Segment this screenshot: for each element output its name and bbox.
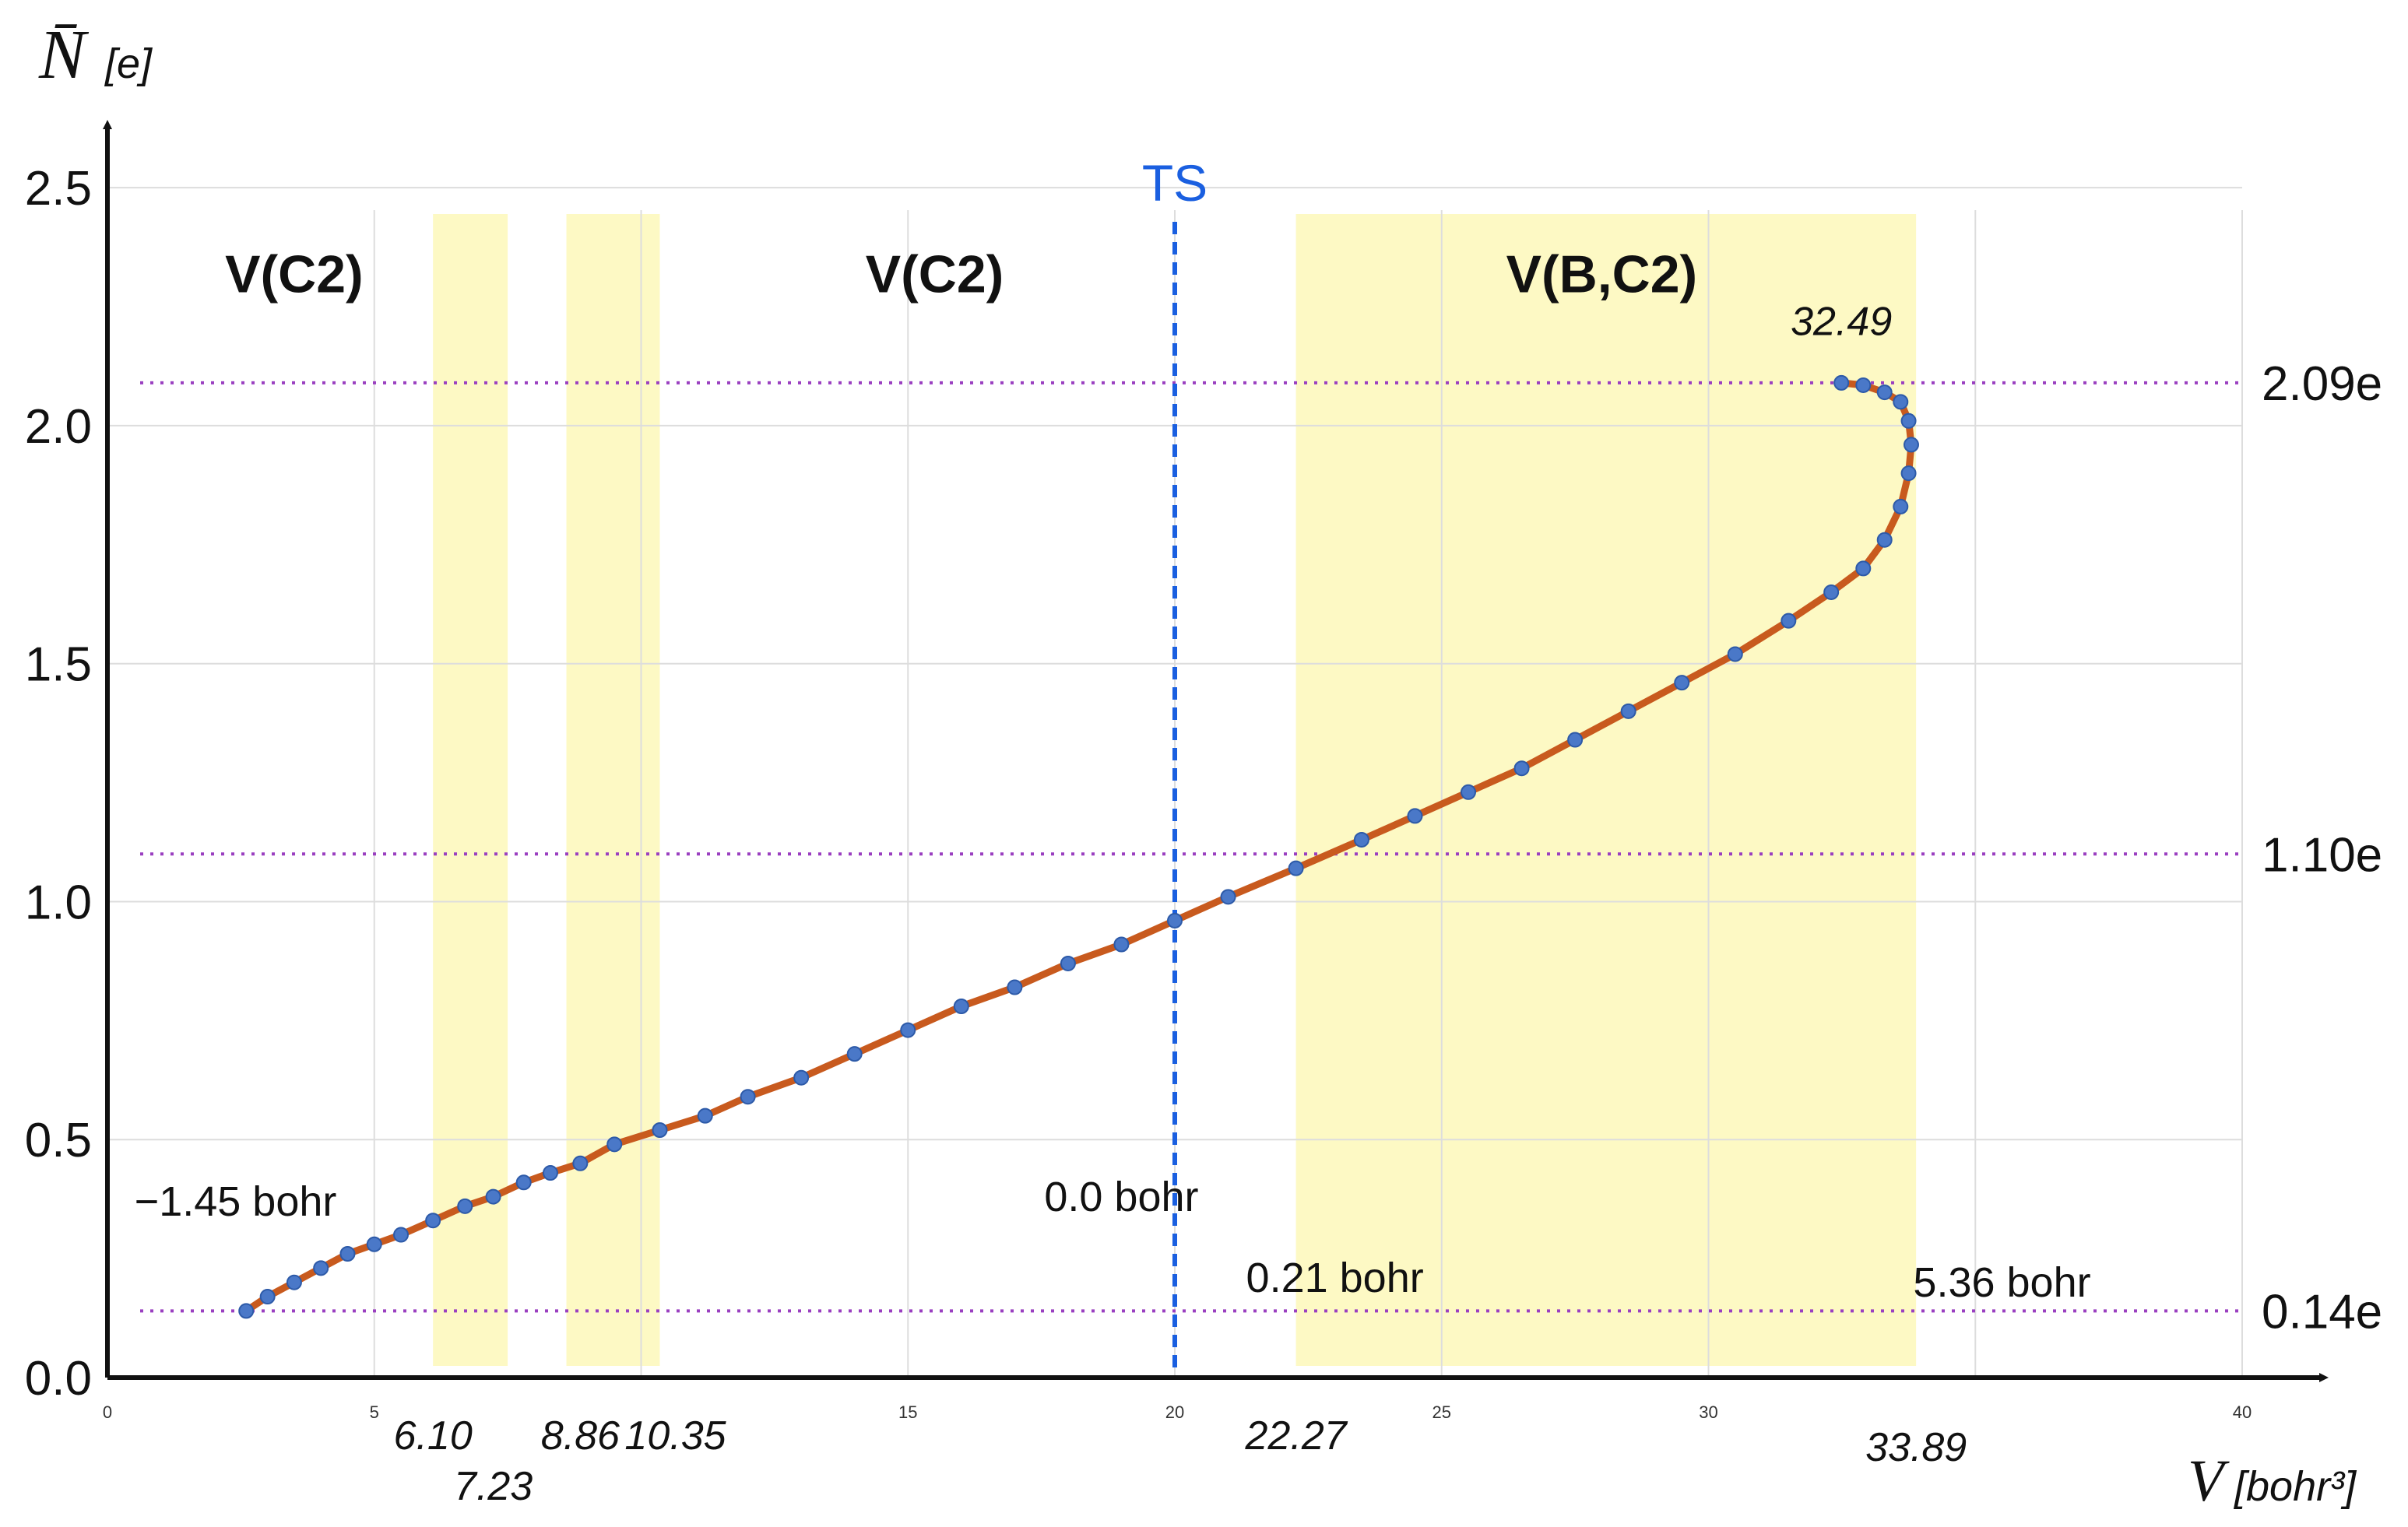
- data-point-16: [740, 1089, 756, 1105]
- data-point-26: [1288, 860, 1304, 876]
- y-tick-label-5: 2.5: [25, 162, 92, 216]
- data-point-44: [1876, 384, 1893, 401]
- y-tick-label-0: 0.0: [25, 1352, 92, 1406]
- x-annotation-0: 6.10: [394, 1413, 473, 1459]
- axes: [103, 120, 2329, 1382]
- data-point-5: [366, 1236, 382, 1252]
- x-tick-label-6: 40: [2233, 1402, 2252, 1422]
- data-point-9: [485, 1188, 501, 1205]
- x-tick-label-1: 5: [370, 1402, 379, 1422]
- level-label-0: 2.09e: [2262, 357, 2382, 411]
- data-point-39: [1893, 498, 1909, 514]
- region-label-1: V(C2): [866, 245, 1004, 304]
- data-point-33: [1674, 675, 1690, 691]
- x-tick-label-4: 25: [1432, 1402, 1451, 1422]
- data-point-30: [1513, 760, 1530, 777]
- shaded-bands: [433, 214, 1917, 1366]
- data-point-12: [572, 1155, 589, 1171]
- ts-label: TS: [1142, 154, 1208, 212]
- data-point-6: [393, 1227, 410, 1243]
- data-point-43: [1893, 394, 1909, 410]
- shaded-band-1: [566, 214, 660, 1366]
- data-point-37: [1855, 560, 1872, 577]
- data-point-36: [1823, 584, 1840, 600]
- level-lines: [140, 381, 2242, 1313]
- y-axis-label: N̄: [38, 16, 90, 93]
- data-point-17: [793, 1069, 810, 1086]
- data-point-13: [606, 1136, 623, 1153]
- data-point-38: [1876, 532, 1893, 548]
- data-point-11: [542, 1165, 558, 1181]
- data-point-14: [652, 1122, 668, 1138]
- labels: 2.09e 1.10e 0.14e 0.0 0.5 1.0 1.5 2.0 2.5 0 5 15 20 2…: [25, 16, 2382, 1514]
- x-annotation-5: 33.89: [1865, 1425, 1967, 1470]
- data-point-3: [313, 1260, 329, 1276]
- point-label-3: 0.21 bohr: [1246, 1255, 1424, 1301]
- data-point-29: [1461, 784, 1477, 800]
- data-point-18: [846, 1046, 863, 1062]
- data-point-40: [1900, 465, 1917, 482]
- y-tick-label-1: 0.5: [25, 1114, 92, 1167]
- data-point-19: [900, 1022, 916, 1038]
- x-annotation-2: 8.86: [541, 1413, 620, 1459]
- y-tick-label-4: 2.0: [25, 400, 92, 454]
- data-point-32: [1620, 703, 1636, 719]
- data-point-1: [259, 1289, 276, 1305]
- data-point-22: [1060, 955, 1076, 971]
- x-tick-label-3: 20: [1165, 1402, 1184, 1422]
- level-label-2: 0.14e: [2262, 1285, 2382, 1339]
- data-point-20: [953, 999, 969, 1014]
- data-point-10: [515, 1174, 532, 1191]
- point-label-4: 5.36 bohr: [1913, 1259, 2090, 1306]
- region-label-0: V(C2): [225, 245, 364, 304]
- data-point-34: [1727, 646, 1743, 662]
- x-axis-unit: [bohr³]: [2233, 1463, 2357, 1510]
- curve: [238, 374, 1919, 1319]
- y-tick-label-2: 1.0: [25, 876, 92, 929]
- data-point-46: [1833, 374, 1850, 391]
- data-point-2: [286, 1274, 302, 1290]
- data-point-31: [1567, 732, 1584, 748]
- point-label-0: 32.49: [1791, 300, 1892, 345]
- region-label-2: V(B,C2): [1506, 245, 1698, 304]
- data-point-8: [457, 1198, 473, 1214]
- data-point-24: [1167, 912, 1183, 928]
- x-annotation-3: 10.35: [624, 1413, 726, 1459]
- shaded-band-2: [1295, 214, 1917, 1366]
- point-label-1: −1.45 bohr: [135, 1178, 337, 1225]
- data-point-23: [1113, 936, 1130, 953]
- x-annotation-4: 22.27: [1245, 1413, 1348, 1459]
- x-tick-label-2: 15: [898, 1402, 917, 1422]
- point-label-2: 0.0 bohr: [1044, 1174, 1198, 1220]
- data-point-41: [1903, 437, 1919, 453]
- x-annotation-1: 7.23: [454, 1464, 533, 1509]
- data-point-21: [1007, 979, 1023, 995]
- data-point-28: [1407, 808, 1423, 824]
- data-point-0: [238, 1303, 255, 1319]
- ts-group: TS: [1142, 154, 1208, 1378]
- y-tick-label-3: 1.5: [25, 638, 92, 692]
- data-point-15: [697, 1108, 713, 1124]
- shaded-band-0: [433, 214, 508, 1366]
- data-point-7: [425, 1213, 441, 1229]
- x-tick-label-0: 0: [103, 1402, 112, 1422]
- data-point-35: [1781, 613, 1797, 629]
- y-axis-unit: [e]: [104, 40, 153, 87]
- data-point-42: [1900, 412, 1917, 429]
- data-point-27: [1353, 831, 1369, 848]
- data-point-25: [1220, 889, 1236, 905]
- level-label-1: 1.10e: [2262, 828, 2382, 882]
- data-point-4: [339, 1246, 356, 1262]
- data-point-45: [1855, 377, 1872, 393]
- x-axis-label: V: [2188, 1448, 2230, 1514]
- x-tick-label-5: 30: [1699, 1402, 1717, 1422]
